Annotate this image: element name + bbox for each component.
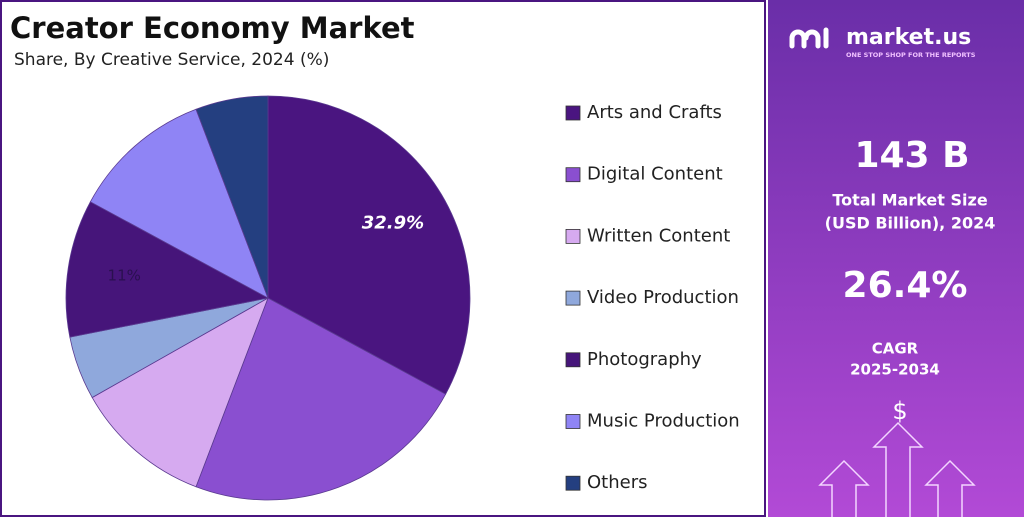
cagr-label: CAGR: [872, 340, 919, 358]
tagline: ONE STOP SHOP FOR THE REPORTS: [846, 51, 976, 59]
legend-swatch: [565, 352, 581, 368]
legend-swatch: [565, 167, 581, 183]
legend-label: Photography: [587, 349, 702, 370]
legend-label: Digital Content: [587, 164, 723, 185]
legend-label: Others: [587, 472, 648, 493]
legend-label: Music Production: [587, 411, 740, 432]
market-size-label: (USD Billion), 2024: [825, 214, 996, 233]
logo: [789, 27, 829, 49]
legend-swatch: [565, 105, 581, 121]
legend-swatch: [565, 414, 581, 429]
arrow: [924, 459, 976, 517]
pie-slice: [267, 95, 471, 395]
market-size-label: Total Market Size: [832, 191, 987, 210]
arrow: [872, 421, 924, 517]
pie-slice: [65, 201, 270, 338]
chart-subtitle: Share, By Creative Service, 2024 (%): [14, 50, 329, 70]
data-label: 32.9%: [362, 213, 424, 234]
cagr: 26.4%: [843, 265, 968, 306]
side-panel: [768, 0, 1024, 517]
chart-title: Creator Economy Market: [10, 11, 415, 45]
pie-slice: [195, 297, 447, 501]
data-label: 11%: [108, 267, 141, 285]
pie-slice: [91, 297, 269, 488]
legend-label: Video Production: [587, 287, 739, 308]
legend: Arts and Crafts Digital Content Written Co…: [565, 102, 740, 493]
legend-label: Written Content: [587, 225, 730, 246]
legend-swatch: [565, 290, 581, 306]
legend-swatch: [565, 228, 581, 244]
growth-arrows: [818, 421, 976, 517]
pie: 32.9% 11%: [65, 95, 471, 501]
brand: market.us: [846, 25, 971, 50]
logo-icon: [789, 27, 829, 49]
pie-slice: [195, 95, 269, 299]
pie-slice: [89, 108, 269, 299]
market-size: 143 B: [854, 135, 969, 176]
arrow: [818, 459, 870, 517]
legend-swatch: [565, 475, 581, 491]
legend-label: Arts and Crafts: [587, 102, 722, 123]
dollar-icon: $: [892, 397, 907, 425]
cagr-label: 2025-2034: [850, 361, 940, 379]
